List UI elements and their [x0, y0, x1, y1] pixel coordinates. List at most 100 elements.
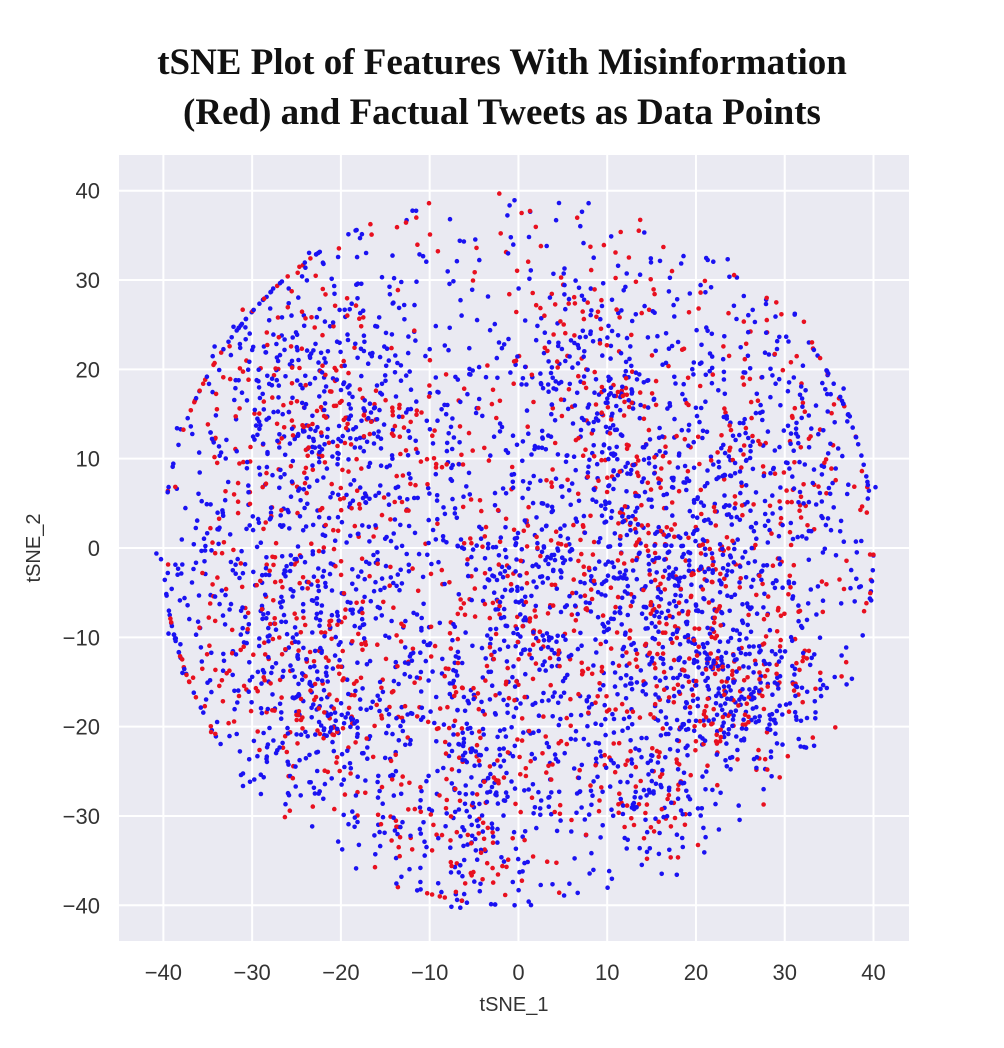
- factual-point: [634, 377, 640, 382]
- factual-point: [641, 787, 647, 793]
- misinformation-point: [297, 365, 302, 371]
- misinformation-point: [346, 370, 351, 376]
- factual-point: [350, 498, 356, 504]
- factual-point: [538, 478, 543, 484]
- factual-point: [303, 265, 308, 271]
- factual-point: [588, 286, 594, 291]
- misinformation-point: [698, 551, 704, 556]
- misinformation-point: [530, 290, 535, 296]
- factual-point: [449, 781, 455, 786]
- factual-point: [614, 403, 619, 409]
- factual-point: [488, 636, 494, 642]
- factual-point: [672, 416, 677, 422]
- factual-point: [323, 360, 328, 365]
- factual-point: [492, 902, 498, 907]
- factual-point: [765, 540, 771, 545]
- factual-point: [460, 730, 466, 735]
- misinformation-point: [646, 651, 652, 657]
- misinformation-point: [578, 537, 583, 543]
- factual-point: [549, 509, 554, 515]
- factual-point: [599, 722, 604, 728]
- misinformation-point: [403, 220, 409, 225]
- factual-point: [596, 559, 602, 564]
- misinformation-point: [541, 714, 546, 719]
- factual-point: [435, 768, 440, 774]
- misinformation-point: [357, 501, 362, 507]
- factual-point: [727, 608, 732, 614]
- factual-point: [452, 511, 458, 516]
- factual-point: [259, 681, 264, 686]
- misinformation-point: [206, 615, 212, 620]
- factual-point: [382, 830, 387, 836]
- factual-point: [266, 625, 271, 631]
- misinformation-point: [317, 731, 323, 737]
- factual-point: [496, 340, 502, 345]
- factual-point: [295, 347, 300, 353]
- factual-point: [373, 493, 378, 499]
- factual-point: [710, 598, 715, 603]
- misinformation-point: [337, 768, 343, 774]
- factual-point: [487, 697, 493, 702]
- factual-point: [659, 610, 664, 615]
- factual-point: [553, 217, 559, 223]
- factual-point: [728, 688, 733, 693]
- factual-point: [628, 738, 633, 743]
- factual-point: [653, 692, 658, 697]
- factual-point: [553, 387, 559, 392]
- misinformation-point: [717, 604, 723, 609]
- misinformation-point: [439, 464, 445, 470]
- factual-point: [594, 461, 600, 467]
- misinformation-point: [718, 734, 724, 740]
- factual-point: [753, 490, 759, 495]
- factual-point: [380, 801, 386, 806]
- factual-point: [574, 519, 580, 524]
- misinformation-point: [468, 497, 474, 502]
- factual-point: [679, 427, 685, 433]
- factual-point: [501, 746, 507, 751]
- factual-point: [228, 601, 234, 607]
- misinformation-point: [200, 666, 205, 672]
- factual-point: [494, 355, 500, 361]
- factual-point: [596, 741, 602, 746]
- factual-point: [731, 303, 737, 309]
- factual-point: [265, 706, 271, 712]
- factual-point: [772, 585, 778, 591]
- factual-point: [768, 749, 774, 754]
- factual-point: [773, 578, 779, 583]
- misinformation-point: [557, 811, 563, 817]
- factual-point: [539, 549, 545, 555]
- misinformation-point: [695, 842, 701, 848]
- misinformation-point: [373, 388, 379, 394]
- chart-title: tSNE Plot of Features With Misinformatio…: [0, 38, 1004, 138]
- factual-point: [221, 658, 227, 664]
- factual-point: [605, 400, 610, 406]
- misinformation-point: [561, 322, 566, 327]
- misinformation-point: [528, 758, 533, 764]
- factual-point: [257, 472, 263, 477]
- factual-point: [359, 616, 365, 622]
- factual-point: [314, 596, 320, 601]
- factual-point: [498, 571, 503, 576]
- factual-point: [319, 696, 324, 702]
- x-tick-label-5: 10: [595, 960, 619, 985]
- factual-point: [379, 274, 385, 280]
- factual-point: [724, 512, 730, 518]
- factual-point: [726, 454, 732, 459]
- misinformation-point: [369, 232, 374, 237]
- factual-point: [233, 385, 238, 391]
- factual-point: [684, 487, 689, 493]
- factual-point: [675, 748, 681, 754]
- misinformation-point: [691, 638, 697, 643]
- misinformation-point: [622, 399, 627, 405]
- factual-point: [249, 674, 255, 680]
- factual-point: [337, 657, 342, 663]
- factual-point: [848, 585, 853, 591]
- factual-point: [350, 581, 355, 587]
- misinformation-point: [468, 536, 473, 541]
- factual-point: [720, 724, 725, 729]
- factual-point: [255, 669, 261, 675]
- factual-point: [212, 594, 218, 599]
- factual-point: [683, 480, 688, 485]
- factual-point: [285, 731, 291, 736]
- factual-point: [694, 659, 700, 664]
